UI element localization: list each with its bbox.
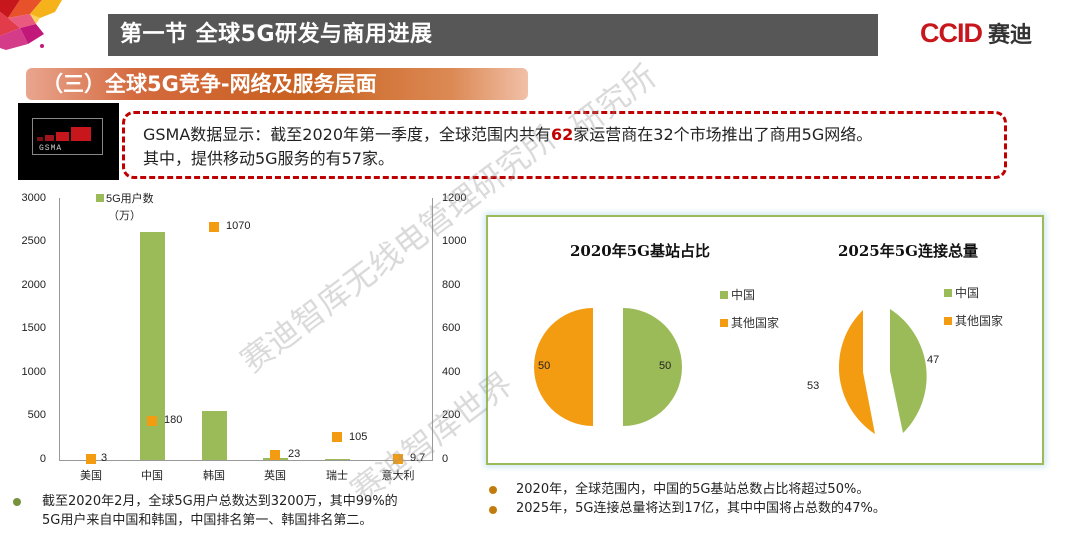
- pie-chart-2025: [838, 309, 927, 434]
- marker-label-switzerland: 105: [349, 431, 368, 443]
- y-left-tick: 2500: [21, 235, 46, 247]
- pie-title-2025: 2025年5G连接总量: [838, 242, 978, 260]
- y-left-tick: 3000: [21, 192, 46, 204]
- pie-legend-2020: 中国 其他国家: [720, 281, 779, 337]
- legend-swatch-orange: [720, 319, 728, 327]
- brand-latin: CCID: [920, 17, 983, 48]
- y-left-tick: 1000: [21, 366, 46, 378]
- y-left-tick: 0: [39, 453, 46, 465]
- legend-swatch-green: [944, 289, 952, 297]
- bullet-icon: [489, 506, 497, 514]
- gsma-frame: GSMA: [32, 118, 103, 155]
- section-title-bar: 第一节 全球5G研发与商用进展: [108, 14, 878, 56]
- y-right-tick: 200: [442, 409, 461, 421]
- bar-chart-5g-users: 3000 2500 2000 1500 1000 500 0 1200 1000…: [0, 188, 480, 482]
- bar-legend-unit: （万）: [108, 210, 141, 222]
- pie-value-others-2020: 50: [538, 360, 551, 372]
- ccid-brand-logo: CCID 赛迪: [920, 16, 1032, 50]
- marker-label-italy: 9.7: [410, 452, 426, 464]
- bullet-icon: [13, 498, 21, 506]
- pie-slice-china: [890, 309, 927, 433]
- pie-value-china-2020: 50: [659, 360, 672, 372]
- legend-swatch-green: [720, 291, 728, 299]
- pie-slice-others: [838, 310, 875, 434]
- marker-switzerland: [332, 432, 342, 442]
- section-title: 第一节 全球5G研发与商用进展: [120, 22, 433, 47]
- note-text: 5G用户来自中国和韩国，中国排名第一、韩国排名第二。: [42, 513, 373, 528]
- x-axis: [59, 460, 432, 461]
- marker-italy: [393, 454, 403, 464]
- marker-china: [147, 416, 157, 426]
- info-line-2: 其中，提供移动5G服务的有57家。: [143, 149, 394, 168]
- gsma-logo: GSMA: [18, 103, 119, 180]
- legend-label: 其他国家: [955, 314, 1004, 328]
- y-left-tick: 2000: [21, 279, 46, 291]
- y-right-tick: 0: [442, 453, 449, 465]
- signal-bar-icon: [56, 132, 69, 141]
- note-text: 2025年，5G连接总量将达到17亿，其中中国将占总数的47%。: [516, 501, 886, 516]
- note-left: 截至2020年2月，全球5G用户总数达到3200万，其中99%的 5G用户来自中…: [42, 492, 398, 530]
- bar-legend: 5G用户数: [96, 190, 154, 206]
- y-right-tick: 800: [442, 279, 461, 291]
- marker-label-usa: 3: [101, 452, 108, 464]
- x-category: 美国: [80, 469, 102, 482]
- x-category: 英国: [264, 469, 286, 482]
- note-text: 2020年，全球范围内，中国的5G基站总数占比将超过50%。: [516, 482, 870, 497]
- y-left-tick: 1500: [21, 322, 46, 334]
- note-text: 截至2020年2月，全球5G用户总数达到3200万，其中99%的: [42, 494, 398, 509]
- legend-label: 中国: [955, 286, 980, 300]
- bullet-icon: [489, 486, 497, 494]
- gsma-text: GSMA: [39, 144, 63, 153]
- signal-bar-icon: [71, 127, 91, 141]
- y-left-axis: [59, 198, 60, 461]
- bar-korea: [202, 411, 227, 460]
- gsma-info-box: GSMA数据显示：截至2020年第一季度，全球范围内共有62家运营商在32个市场…: [122, 111, 1007, 179]
- x-category: 韩国: [203, 469, 225, 482]
- marker-label-korea: 1070: [226, 220, 251, 232]
- pie-value-china-2025: 47: [927, 354, 940, 366]
- pie-slice-others: [534, 308, 593, 426]
- y-right-tick: 1000: [442, 235, 467, 247]
- marker-label-china: 180: [164, 414, 183, 426]
- info-line-1: GSMA数据显示：截至2020年第一季度，全球范围内共有62家运营商在32个市场…: [143, 123, 992, 147]
- info-text: GSMA数据显示：截至2020年第一季度，全球范围内共有: [143, 125, 552, 144]
- y-right-tick: 400: [442, 366, 461, 378]
- legend-label: 其他国家: [731, 316, 780, 330]
- operator-count-highlight: 62: [551, 125, 574, 144]
- legend-label: 中国: [731, 288, 756, 302]
- legend-swatch-orange: [944, 317, 952, 325]
- bar-switzerland: [325, 459, 350, 460]
- pie-value-others-2025: 53: [807, 380, 820, 392]
- x-category: 意大利: [381, 469, 415, 482]
- pie-legend-2025: 中国 其他国家: [944, 279, 1003, 335]
- y-right-axis: [432, 198, 433, 461]
- marker-uk: [270, 450, 280, 460]
- x-category: 中国: [141, 469, 163, 482]
- y-right-tick: 600: [442, 322, 461, 334]
- subsection-title: （三）全球5G竞争-网络及服务层面: [42, 72, 377, 96]
- pie-title-2020: 2020年5G基站占比: [570, 242, 710, 260]
- y-left-tick: 500: [27, 409, 46, 421]
- signal-bar-icon: [45, 135, 54, 141]
- y-right-tick: 1200: [442, 192, 467, 204]
- legend-swatch-green: [96, 194, 104, 202]
- note-right: 2020年，全球范围内，中国的5G基站总数占比将超过50%。 2025年，5G连…: [516, 480, 886, 518]
- marker-usa: [86, 454, 96, 464]
- pie-chart-2020: [534, 308, 682, 426]
- marker-label-uk: 23: [288, 448, 301, 460]
- marker-korea: [209, 222, 219, 232]
- x-category: 瑞士: [326, 469, 348, 482]
- pie-slice-china: [623, 308, 682, 426]
- subsection-title-bar: （三）全球5G竞争-网络及服务层面: [26, 68, 528, 100]
- info-text: 家运营商在32个市场推出了商用5G网络。: [573, 125, 873, 144]
- signal-bar-icon: [37, 137, 43, 141]
- brand-cn: 赛迪: [988, 23, 1033, 48]
- corner-polygon-logo: [0, 0, 62, 50]
- legend-label: 5G用户数: [106, 193, 154, 205]
- pie-charts-panel: 2020年5G基站占比 2025年5G连接总量 50 50 中国 其他国家 47…: [486, 215, 1044, 465]
